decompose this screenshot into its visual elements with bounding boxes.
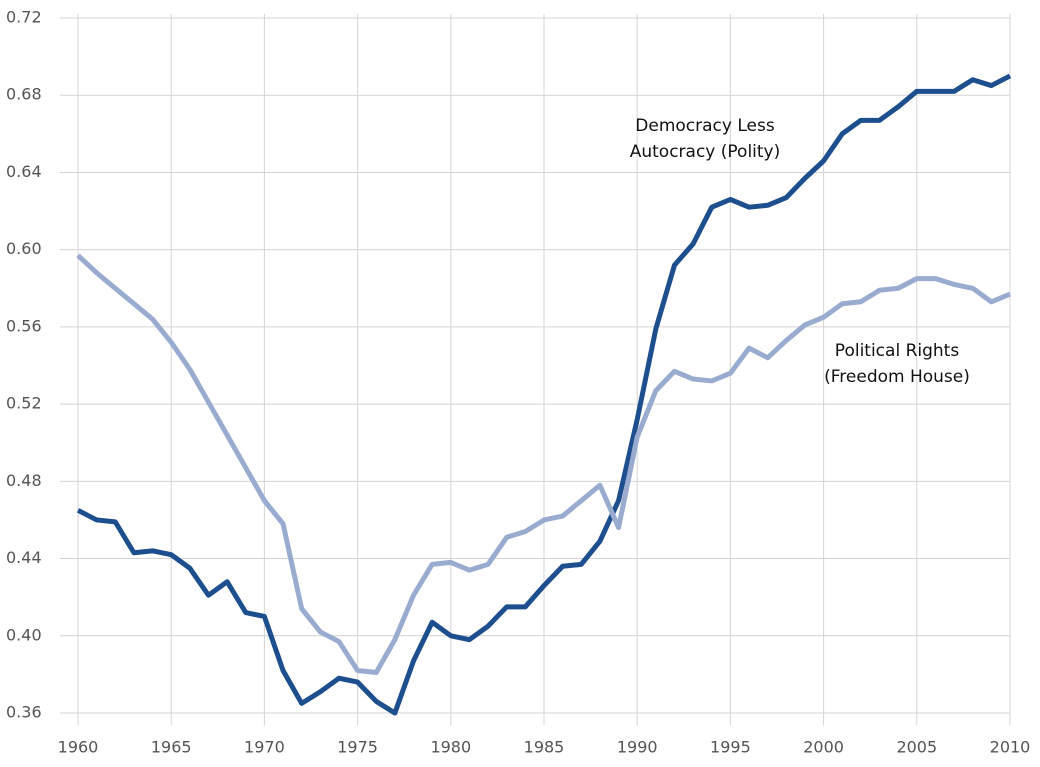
series-label: Democracy Less Autocracy (Polity) bbox=[629, 116, 781, 162]
x-tick-label: 1985 bbox=[524, 738, 565, 757]
x-tick-label: 1975 bbox=[337, 738, 378, 757]
y-tick-label: 0.40 bbox=[6, 625, 42, 644]
y-tick-label: 0.48 bbox=[6, 471, 42, 490]
x-tick-label: 1970 bbox=[244, 738, 285, 757]
y-tick-label: 0.56 bbox=[6, 316, 42, 335]
y-tick-label: 0.68 bbox=[6, 85, 42, 104]
series-line bbox=[76, 253, 1011, 675]
y-tick-label: 0.60 bbox=[6, 239, 42, 258]
x-tick-label: 1960 bbox=[58, 738, 99, 757]
x-tick-label: 1995 bbox=[710, 738, 751, 757]
series-label: Political Rights (Freedom House) bbox=[824, 341, 970, 387]
y-tick-label: 0.36 bbox=[6, 703, 42, 722]
x-tick-label: 1980 bbox=[430, 738, 471, 757]
x-tick-label: 1965 bbox=[151, 738, 192, 757]
y-tick-label: 0.72 bbox=[6, 8, 42, 27]
x-tick-label: 1990 bbox=[617, 738, 658, 757]
series-line bbox=[76, 73, 1012, 716]
y-tick-label: 0.64 bbox=[6, 162, 42, 181]
x-tick-label: 2000 bbox=[803, 738, 844, 757]
x-tick-label: 2010 bbox=[990, 738, 1031, 757]
y-tick-label: 0.44 bbox=[6, 548, 42, 567]
y-tick-label: 0.52 bbox=[6, 394, 42, 413]
x-tick-label: 2005 bbox=[896, 738, 937, 757]
